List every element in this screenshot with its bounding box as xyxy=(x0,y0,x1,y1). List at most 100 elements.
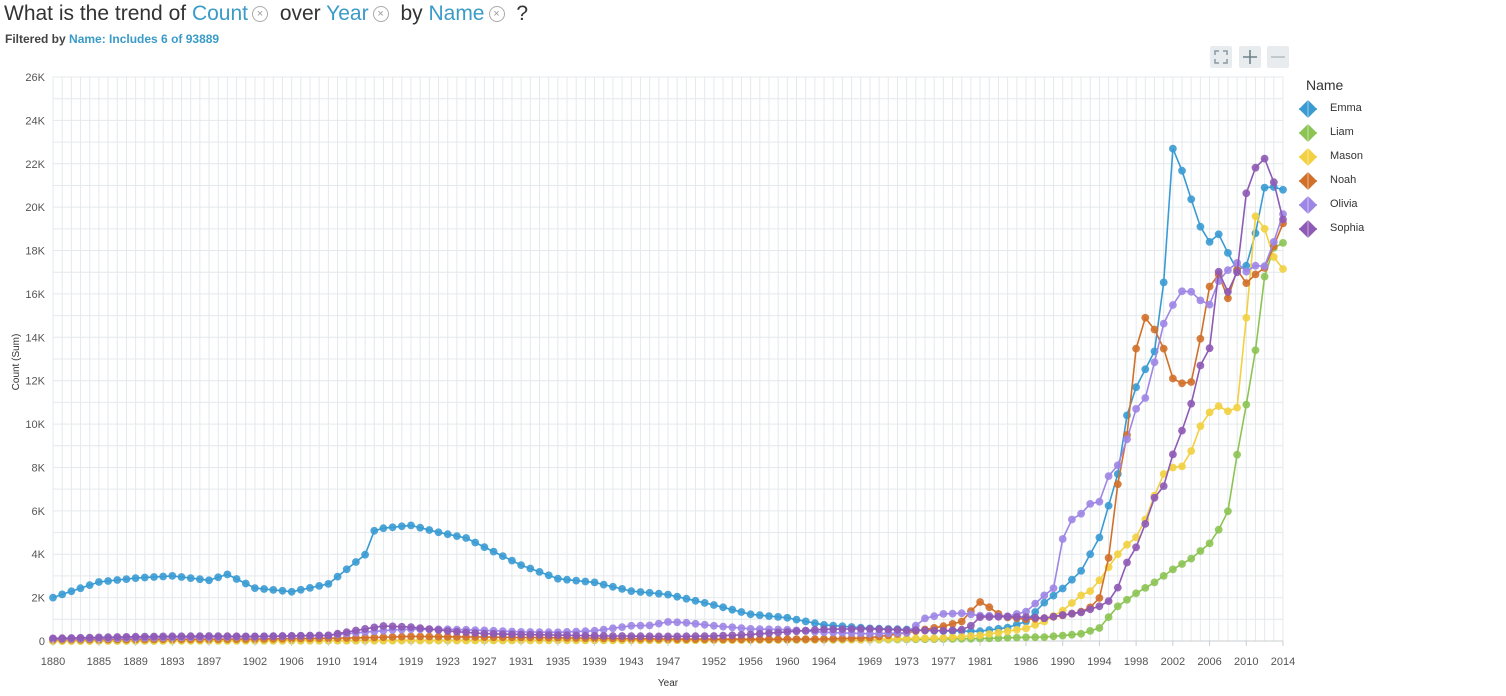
point-emma[interactable] xyxy=(599,580,608,589)
point-mason[interactable] xyxy=(948,633,957,642)
point-sophia[interactable] xyxy=(1196,361,1205,370)
point-emma[interactable] xyxy=(315,582,324,590)
point-sophia[interactable] xyxy=(939,626,948,635)
point-olivia[interactable] xyxy=(746,625,755,633)
point-emma[interactable] xyxy=(196,575,204,584)
point-emma[interactable] xyxy=(443,530,452,539)
point-emma[interactable] xyxy=(85,581,94,589)
point-liam[interactable] xyxy=(1077,629,1085,638)
point-noah[interactable] xyxy=(379,633,388,642)
point-olivia[interactable] xyxy=(719,622,727,631)
point-emma[interactable] xyxy=(654,589,663,598)
point-noah[interactable] xyxy=(1178,379,1186,388)
point-sophia[interactable] xyxy=(122,633,131,641)
point-liam[interactable] xyxy=(1187,554,1196,563)
point-mason[interactable] xyxy=(1233,403,1241,412)
point-olivia[interactable] xyxy=(1169,301,1177,309)
point-emma[interactable] xyxy=(223,570,232,579)
point-emma[interactable] xyxy=(58,590,67,599)
point-mason[interactable] xyxy=(1205,408,1214,417)
point-emma[interactable] xyxy=(232,575,241,583)
point-noah[interactable] xyxy=(416,632,425,641)
point-olivia[interactable] xyxy=(1242,267,1251,276)
point-olivia[interactable] xyxy=(1095,497,1104,506)
point-sophia[interactable] xyxy=(645,632,654,641)
point-emma[interactable] xyxy=(342,565,351,574)
point-sophia[interactable] xyxy=(214,632,223,640)
point-emma[interactable] xyxy=(251,584,259,592)
point-sophia[interactable] xyxy=(434,626,443,634)
point-sophia[interactable] xyxy=(664,632,672,641)
point-mason[interactable] xyxy=(967,632,975,640)
point-sophia[interactable] xyxy=(131,632,140,641)
point-emma[interactable] xyxy=(453,532,461,540)
point-sophia[interactable] xyxy=(370,623,379,632)
point-noah[interactable] xyxy=(1104,554,1113,562)
point-sophia[interactable] xyxy=(1104,597,1113,605)
point-emma[interactable] xyxy=(719,603,727,612)
point-noah[interactable] xyxy=(1113,480,1122,489)
point-noah[interactable] xyxy=(397,632,406,641)
point-olivia[interactable] xyxy=(1123,435,1131,444)
point-olivia[interactable] xyxy=(930,612,939,621)
point-liam[interactable] xyxy=(1178,560,1186,568)
point-emma[interactable] xyxy=(379,524,388,533)
point-mason[interactable] xyxy=(1214,402,1223,410)
point-mason[interactable] xyxy=(1269,253,1278,261)
point-mason[interactable] xyxy=(1095,576,1104,585)
point-mason[interactable] xyxy=(1113,550,1122,559)
point-noah[interactable] xyxy=(774,635,782,644)
point-emma[interactable] xyxy=(691,596,700,605)
point-sophia[interactable] xyxy=(223,632,232,641)
point-emma[interactable] xyxy=(673,592,682,601)
remove-measure-icon[interactable]: × xyxy=(251,6,268,23)
point-mason[interactable] xyxy=(1132,533,1140,542)
point-sophia[interactable] xyxy=(957,625,966,634)
point-noah[interactable] xyxy=(1242,279,1251,287)
point-emma[interactable] xyxy=(425,526,434,534)
point-liam[interactable] xyxy=(1095,624,1104,632)
point-sophia[interactable] xyxy=(765,629,773,638)
point-noah[interactable] xyxy=(1251,270,1260,279)
point-sophia[interactable] xyxy=(774,628,782,637)
point-sophia[interactable] xyxy=(856,625,865,633)
point-liam[interactable] xyxy=(1214,525,1223,534)
point-emma[interactable] xyxy=(278,586,287,595)
point-sophia[interactable] xyxy=(95,633,103,642)
point-olivia[interactable] xyxy=(1260,262,1269,271)
point-emma[interactable] xyxy=(572,576,581,585)
point-emma[interactable] xyxy=(618,585,626,593)
point-olivia[interactable] xyxy=(1224,266,1232,274)
point-sophia[interactable] xyxy=(498,630,507,638)
point-sophia[interactable] xyxy=(866,625,874,633)
point-liam[interactable] xyxy=(1031,633,1040,642)
point-emma[interactable] xyxy=(76,584,85,593)
point-emma[interactable] xyxy=(581,577,590,586)
point-sophia[interactable] xyxy=(104,633,112,642)
point-noah[interactable] xyxy=(1159,344,1168,353)
point-emma[interactable] xyxy=(1159,278,1168,287)
point-olivia[interactable] xyxy=(700,620,709,629)
point-noah[interactable] xyxy=(957,617,966,626)
point-sophia[interactable] xyxy=(1113,583,1122,592)
point-mason[interactable] xyxy=(1012,625,1021,634)
point-emma[interactable] xyxy=(811,619,819,628)
point-mason[interactable] xyxy=(1086,587,1095,595)
point-mason[interactable] xyxy=(1178,462,1186,471)
point-sophia[interactable] xyxy=(177,632,186,641)
point-sophia[interactable] xyxy=(1040,614,1049,623)
point-olivia[interactable] xyxy=(1049,584,1058,593)
point-noah[interactable] xyxy=(434,632,443,641)
point-sophia[interactable] xyxy=(1260,154,1269,163)
point-olivia[interactable] xyxy=(1269,238,1278,246)
point-olivia[interactable] xyxy=(1104,472,1113,480)
point-emma[interactable] xyxy=(535,568,544,576)
point-sophia[interactable] xyxy=(1031,613,1040,622)
group-chip[interactable]: Name xyxy=(428,2,485,25)
remove-dimension-icon[interactable]: × xyxy=(372,6,389,23)
point-olivia[interactable] xyxy=(921,614,929,623)
point-noah[interactable] xyxy=(976,598,984,606)
point-emma[interactable] xyxy=(1224,249,1232,257)
point-sophia[interactable] xyxy=(1003,612,1012,621)
point-sophia[interactable] xyxy=(985,613,994,621)
